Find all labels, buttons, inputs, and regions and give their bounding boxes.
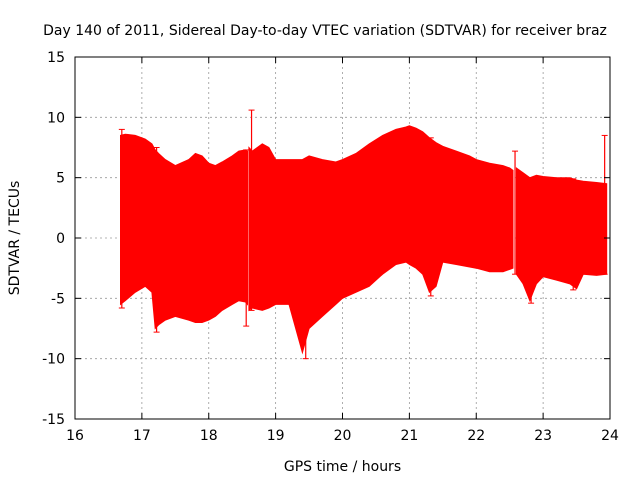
x-tick-label: 21	[400, 428, 418, 444]
x-tick-label: 20	[334, 428, 352, 444]
tick-labels: 16 17 18 19 20 21 22 23 24 -15 -10 -5 0 5 10 15	[42, 50, 619, 444]
sdtvar-envelope-segment	[248, 125, 514, 355]
data-layer	[118, 109, 608, 360]
y-tick-label: 10	[47, 110, 65, 126]
ticks	[74, 56, 611, 420]
spike-error-bar	[118, 128, 125, 309]
x-tick-label: 18	[200, 428, 218, 444]
y-tick-label: -15	[42, 412, 65, 428]
x-tick-label: 16	[66, 428, 84, 444]
spike-error-bar	[248, 109, 255, 311]
x-tick-label: 22	[467, 428, 485, 444]
x-tick-label: 17	[133, 428, 151, 444]
y-tick-label: -5	[51, 291, 65, 307]
y-tick-label: 5	[56, 171, 65, 187]
spike-error-bar	[427, 137, 434, 297]
x-tick-label: 19	[267, 428, 285, 444]
y-tick-label: 15	[47, 50, 65, 66]
spike-error-bar	[570, 178, 577, 291]
y-axis-label: SDTVAR / TECUs	[7, 181, 23, 296]
y-tick-label: -10	[42, 352, 65, 368]
spike-error-bar	[601, 134, 608, 275]
y-tick-label: 0	[56, 231, 65, 247]
spike-error-bar	[153, 147, 160, 333]
spike-error-bar	[243, 149, 250, 327]
x-tick-label: 24	[601, 428, 619, 444]
spike-error-bar	[302, 159, 309, 360]
spike-error-bar	[512, 150, 519, 275]
spike-error-bar	[528, 177, 535, 304]
x-axis-label: GPS time / hours	[284, 459, 401, 475]
chart-title: Day 140 of 2011, Sidereal Day-to-day VTE…	[43, 23, 607, 39]
x-tick-label: 23	[534, 428, 552, 444]
